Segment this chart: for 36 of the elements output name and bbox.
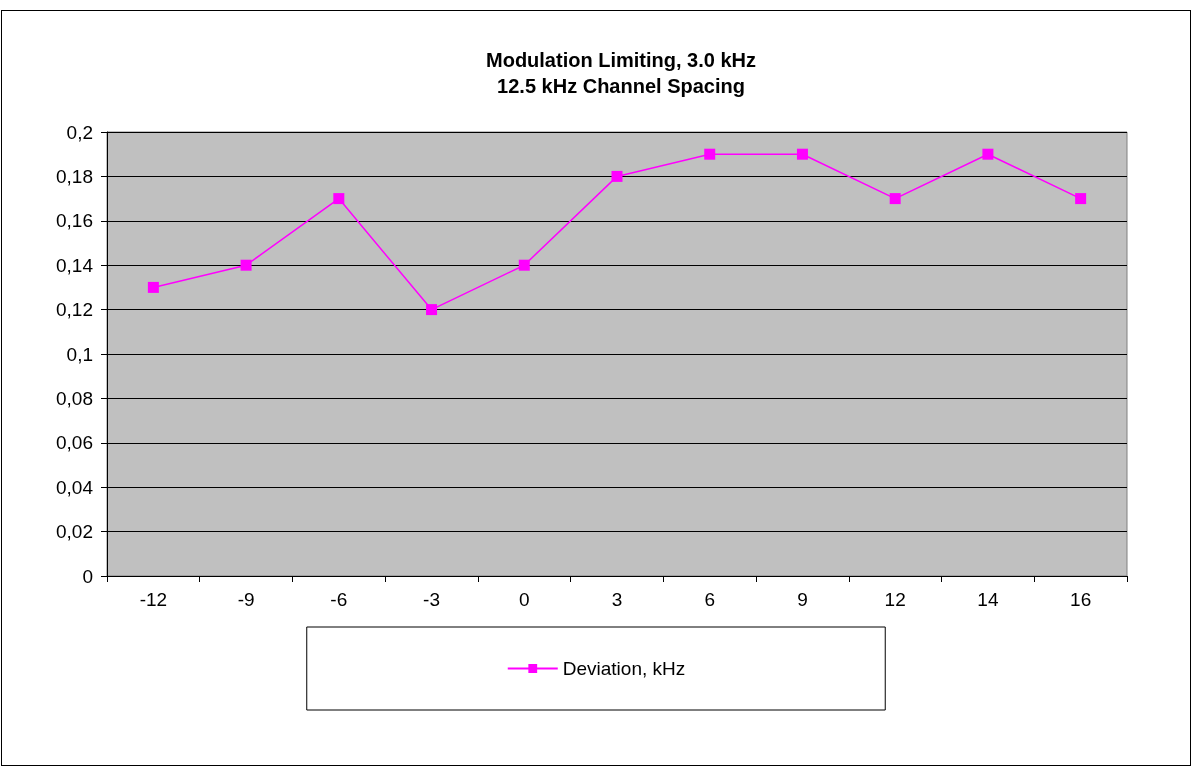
- x-tick-label: -6: [330, 589, 348, 610]
- point: [518, 259, 530, 271]
- y-tick-label: 0,06: [56, 432, 93, 454]
- point: [889, 193, 901, 205]
- x-tick-label: 3: [611, 589, 623, 610]
- x-tick-label: -9: [237, 589, 255, 610]
- x-tick-label: -12: [139, 589, 168, 610]
- chart-subtitle: 12.5 kHz Channel Spacing: [497, 75, 745, 97]
- y-tick-label: 0,12: [56, 299, 93, 321]
- y-tick-label: 0,08: [56, 387, 93, 409]
- x-tick-label: 6: [704, 589, 716, 610]
- chart-title: Modulation Limiting, 3.0 kHz: [486, 49, 756, 71]
- point: [426, 304, 438, 316]
- x-tick-label: 0: [518, 589, 530, 610]
- x-tick-label: 16: [1070, 589, 1092, 610]
- x-tick-label: 9: [797, 589, 808, 610]
- y-tick-label: 0,14: [56, 254, 94, 276]
- point: [704, 148, 716, 160]
- y-tick-label: 0,18: [56, 165, 93, 187]
- point: [240, 259, 252, 271]
- y-tick-label: 0,02: [56, 521, 93, 543]
- point: [333, 193, 345, 205]
- x-tick-label: -3: [423, 589, 440, 610]
- y-tick-label: 0,1: [66, 343, 93, 365]
- y-tick-label: 0: [82, 565, 93, 587]
- point: [1075, 193, 1087, 205]
- point: [982, 148, 994, 160]
- y-tick-label: 0,04: [56, 476, 94, 498]
- x-tick-label: 12: [884, 589, 906, 610]
- point: [147, 281, 159, 293]
- point: [611, 170, 623, 182]
- legend-label: Deviation, kHz: [562, 658, 686, 679]
- x-tick-label: 14: [977, 589, 999, 610]
- y-tick-label: 0,16: [56, 210, 93, 232]
- point: [796, 148, 808, 160]
- y-tick-label: 0,2: [66, 121, 93, 143]
